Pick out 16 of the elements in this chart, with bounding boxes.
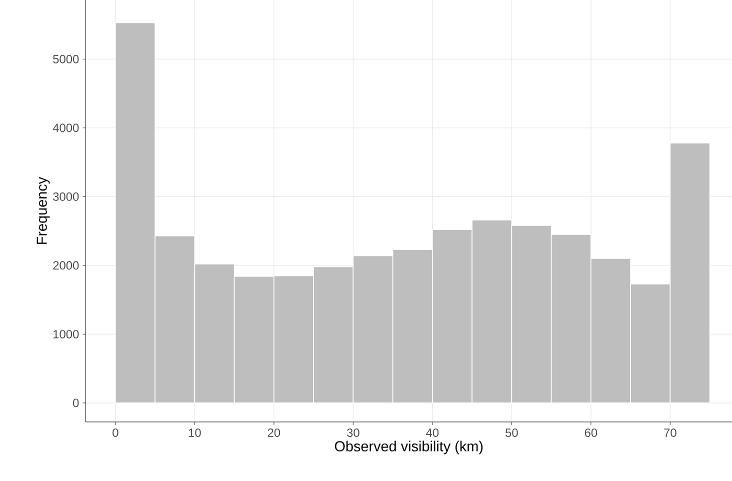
y-tick-label: 1000 (54, 330, 79, 338)
x-tick-label: 70 (664, 428, 676, 437)
x-tick-label: 60 (584, 428, 598, 437)
x-tick-label: 10 (188, 428, 201, 437)
y-tick-label: 4000 (52, 124, 79, 132)
x-tick-label: 30 (346, 428, 360, 437)
x-tick-label: 50 (506, 428, 518, 437)
y-tick-label: 2000 (53, 261, 79, 270)
y-tick-label: 0 (73, 398, 79, 408)
y-axis-title: Frequency (36, 176, 50, 244)
x-tick-label: 20 (268, 428, 280, 437)
y-tick-label: 3000 (53, 192, 79, 201)
y-tick-label: 5000 (53, 54, 79, 64)
x-tick-label: 0 (112, 428, 118, 437)
x-axis-title: Observed visibility (km) (334, 440, 483, 454)
x-tick-label: 40 (426, 428, 439, 437)
